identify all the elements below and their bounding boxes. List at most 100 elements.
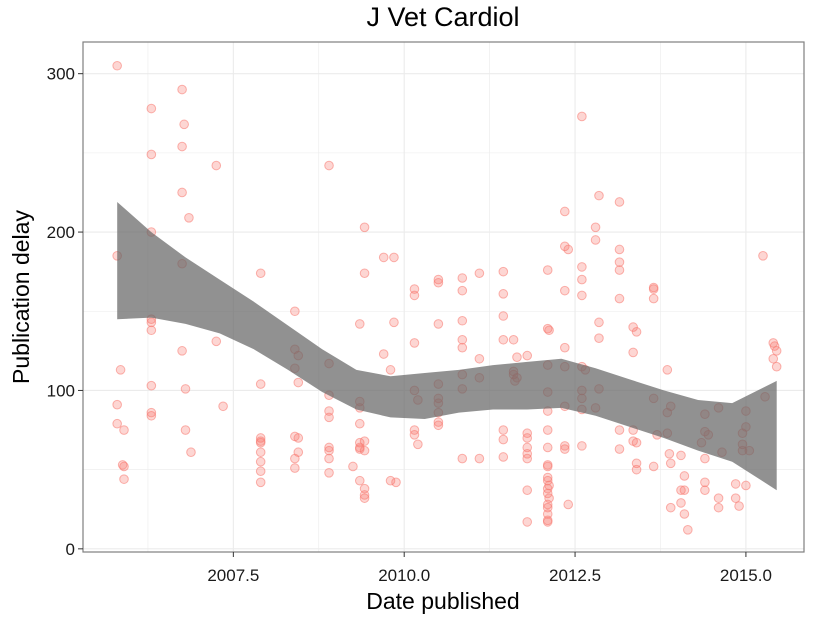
data-point [211, 336, 222, 347]
data-point [648, 284, 659, 294]
data-point [498, 266, 509, 277]
data-point [255, 268, 266, 279]
data-point [146, 407, 157, 418]
data-point [211, 160, 222, 171]
data-point [679, 509, 690, 519]
data-point [146, 410, 157, 421]
data-point [631, 464, 642, 475]
data-point [112, 418, 122, 429]
x-tick-label: 2010.0 [378, 566, 430, 585]
data-point [631, 437, 642, 448]
data-point [359, 436, 370, 446]
data-point [409, 338, 420, 348]
data-point [614, 197, 625, 207]
data-point [255, 456, 266, 467]
data-point [498, 334, 509, 345]
data-point [474, 453, 485, 464]
data-point [255, 447, 266, 458]
y-axis: 0 100 200 300 [47, 65, 83, 559]
data-point [474, 353, 485, 364]
x-tick-label: 2012.5 [549, 566, 601, 585]
data-point [391, 477, 401, 488]
data-point [433, 274, 444, 285]
data-point [359, 268, 370, 279]
data-point [734, 501, 744, 511]
data-point [498, 289, 509, 299]
x-tick-label: 2007.5 [207, 566, 259, 585]
data-point [594, 190, 604, 201]
data-point [664, 449, 675, 459]
data-point [560, 285, 570, 296]
data-point [676, 498, 686, 508]
data-point [768, 353, 779, 364]
data-point [542, 499, 553, 510]
data-point [594, 317, 604, 328]
data-point [146, 149, 157, 160]
data-point [359, 490, 370, 500]
data-point [700, 477, 710, 488]
data-point [560, 441, 570, 451]
data-point [577, 441, 587, 451]
data-point [522, 433, 533, 443]
data-point [590, 222, 601, 233]
data-point [293, 433, 304, 443]
data-point [324, 442, 334, 453]
data-point [255, 379, 266, 389]
data-point [512, 352, 522, 362]
data-point [590, 235, 601, 245]
data-point [177, 187, 187, 198]
data-point [433, 420, 444, 431]
data-point [700, 453, 710, 464]
data-point [662, 365, 673, 375]
data-point [389, 252, 399, 263]
data-point [117, 460, 128, 470]
data-point [560, 342, 570, 353]
data-point [614, 265, 625, 275]
data-point [679, 471, 690, 481]
data-point [614, 257, 625, 267]
data-point [324, 445, 334, 456]
data-point [628, 347, 638, 358]
data-point [378, 252, 389, 263]
data-point [457, 342, 468, 353]
data-point [631, 327, 642, 337]
data-point [498, 434, 509, 445]
data-point [522, 517, 533, 527]
data-point [218, 401, 228, 412]
data-point [628, 322, 638, 332]
y-tick-label: 300 [47, 65, 75, 84]
data-point [542, 461, 553, 472]
data-point [771, 346, 782, 356]
data-point [542, 265, 553, 275]
data-point [679, 485, 690, 496]
data-point [146, 380, 157, 391]
data-point [542, 517, 553, 527]
data-point [324, 453, 334, 464]
data-point [354, 319, 365, 329]
data-point [255, 466, 266, 477]
data-point [700, 485, 710, 496]
data-point [676, 485, 686, 496]
data-point [457, 334, 468, 345]
data-point [409, 290, 420, 301]
data-point [498, 452, 509, 462]
data-point [614, 293, 625, 304]
data-point [409, 429, 420, 440]
data-point [498, 425, 509, 435]
data-point [354, 418, 365, 429]
data-point [563, 244, 574, 255]
data-point [119, 461, 129, 472]
data-point [293, 377, 304, 388]
chart-title: J Vet Cardiol [366, 2, 519, 32]
data-point [614, 244, 625, 255]
data-point [713, 502, 724, 513]
data-point [433, 417, 444, 427]
data-point [563, 499, 574, 510]
data-point [359, 222, 370, 233]
data-point [389, 317, 399, 328]
data-point [180, 384, 191, 394]
data-point [544, 325, 554, 336]
data-point [542, 472, 553, 483]
data-point [474, 268, 485, 279]
